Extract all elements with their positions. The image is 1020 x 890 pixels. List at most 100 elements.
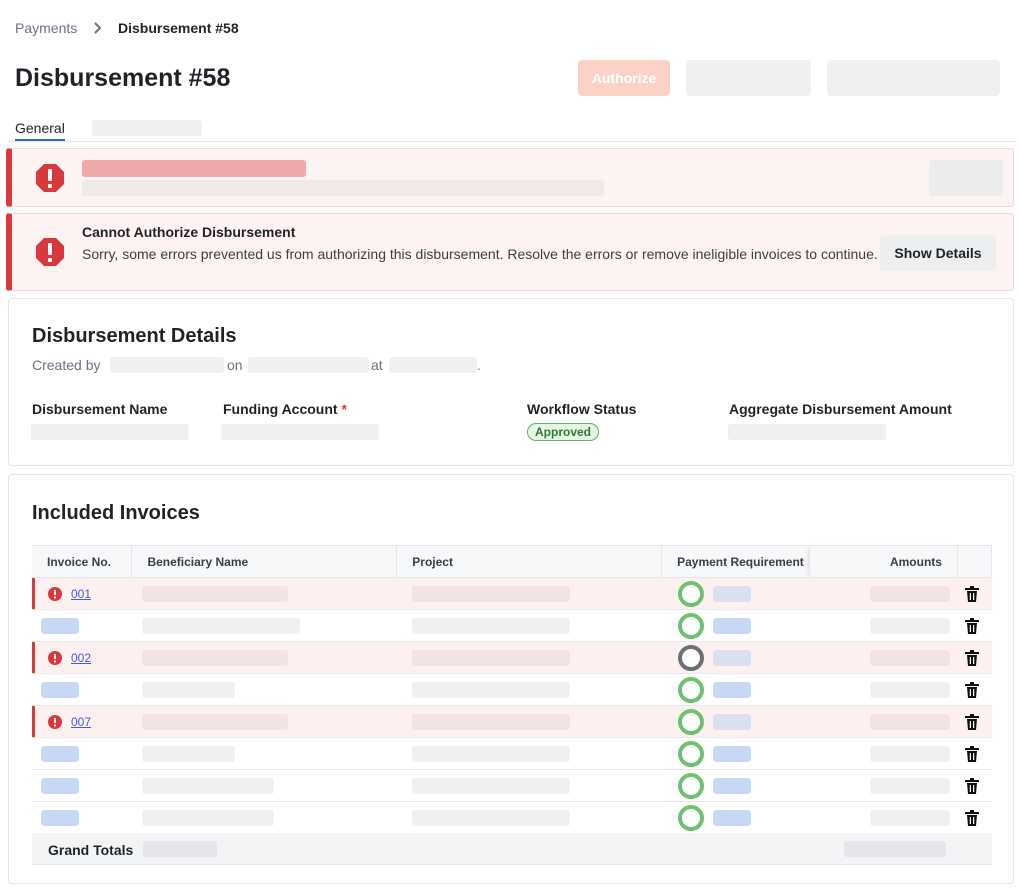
payment-requirement-cell: [661, 641, 810, 674]
invoice-number-placeholder[interactable]: [41, 778, 79, 794]
amount-placeholder: [869, 586, 950, 602]
trash-icon[interactable]: [965, 714, 980, 730]
beneficiary-cell: [131, 769, 397, 802]
trash-icon[interactable]: [965, 810, 980, 826]
trash-icon[interactable]: [965, 746, 980, 762]
amount-cell: [809, 673, 958, 706]
amount-placeholder: [869, 650, 950, 666]
requirement-placeholder[interactable]: [712, 618, 751, 634]
circle-alert-icon[interactable]: [48, 651, 62, 665]
status-ring-icon[interactable]: [677, 645, 704, 671]
invoice-link[interactable]: 002: [71, 651, 92, 665]
invoice-number-placeholder[interactable]: [41, 810, 79, 826]
invoices-table-body: 001 002 007: [32, 577, 992, 834]
table-row[interactable]: [32, 769, 992, 802]
requirement-placeholder[interactable]: [712, 586, 751, 602]
project-placeholder: [411, 714, 570, 730]
actions-cell: [957, 769, 992, 802]
invoice-number-placeholder[interactable]: [41, 682, 79, 698]
created-by-label: Created by: [32, 357, 101, 373]
requirement-placeholder[interactable]: [712, 778, 751, 794]
disbursement-details-card: Disbursement Details Created by on at . …: [8, 298, 1014, 466]
payment-requirement-cell: [661, 737, 810, 770]
required-mark: *: [341, 401, 347, 417]
circle-alert-icon[interactable]: [48, 715, 62, 729]
alert-action-placeholder[interactable]: [929, 160, 1003, 196]
column-header-beneficiary[interactable]: Beneficiary Name: [131, 545, 398, 578]
column-header-actions: [957, 545, 993, 578]
trash-icon[interactable]: [965, 650, 980, 666]
authorize-button[interactable]: Authorize: [578, 60, 670, 96]
beneficiary-placeholder: [141, 682, 235, 698]
table-row[interactable]: [32, 801, 992, 834]
amount-cell: [809, 641, 958, 674]
payment-requirement-cell: [661, 577, 810, 610]
amount-cell: [809, 577, 958, 610]
beneficiary-placeholder: [141, 778, 274, 794]
header-action-placeholder[interactable]: [827, 60, 1000, 96]
table-row[interactable]: 002: [32, 641, 992, 674]
project-cell: [396, 577, 662, 610]
invoice-link[interactable]: 007: [71, 715, 92, 729]
amount-placeholder: [869, 746, 950, 762]
project-placeholder: [411, 778, 570, 794]
header-action-placeholder[interactable]: [686, 60, 811, 96]
table-row[interactable]: [32, 737, 992, 770]
column-header-payment-requirement[interactable]: Payment Requirement: [661, 545, 811, 578]
table-row[interactable]: 001: [32, 577, 992, 610]
beneficiary-cell: [131, 673, 397, 706]
alert-title-placeholder: [82, 160, 306, 177]
circle-alert-icon[interactable]: [48, 587, 62, 601]
invoice-link[interactable]: 001: [71, 587, 92, 601]
status-ring-icon[interactable]: [677, 613, 704, 639]
status-ring-icon[interactable]: [677, 709, 704, 735]
column-header-project[interactable]: Project: [396, 545, 663, 578]
amount-cell: [809, 705, 958, 738]
requirement-placeholder[interactable]: [712, 714, 751, 730]
project-placeholder: [411, 586, 570, 602]
invoice-no-cell: [32, 769, 132, 802]
payment-requirement-cell: [661, 673, 810, 706]
requirement-placeholder[interactable]: [712, 650, 751, 666]
table-row[interactable]: [32, 609, 992, 642]
status-ring-icon[interactable]: [677, 581, 704, 607]
requirement-placeholder[interactable]: [712, 682, 751, 698]
status-ring-icon[interactable]: [677, 805, 704, 831]
invoice-no-cell: 001: [32, 577, 132, 610]
column-header-invoice-no[interactable]: Invoice No.: [32, 545, 133, 578]
trash-icon[interactable]: [965, 618, 980, 634]
status-ring-icon[interactable]: [677, 741, 704, 767]
status-ring-icon[interactable]: [677, 773, 704, 799]
invoice-number-placeholder[interactable]: [41, 746, 79, 762]
page-title: Disbursement #58: [15, 64, 231, 92]
grand-totals-label: Grand Totals: [48, 842, 134, 858]
tab-general[interactable]: General: [15, 120, 65, 141]
column-header-amounts[interactable]: Amounts: [809, 545, 958, 578]
trash-icon[interactable]: [965, 682, 980, 698]
card-title: Included Invoices: [32, 502, 200, 524]
breadcrumb-payments-link[interactable]: Payments: [15, 20, 78, 36]
invoice-number-placeholder[interactable]: [41, 618, 79, 634]
requirement-placeholder[interactable]: [712, 810, 751, 826]
project-cell: [396, 641, 662, 674]
project-placeholder: [411, 810, 570, 826]
amount-cell: [809, 769, 958, 802]
project-cell: [396, 801, 662, 834]
breadcrumb-current: Disbursement #58: [118, 20, 239, 36]
alert-message: Sorry, some errors prevented us from aut…: [82, 246, 878, 262]
trash-icon[interactable]: [965, 586, 980, 602]
table-row[interactable]: [32, 673, 992, 706]
requirement-placeholder[interactable]: [712, 746, 751, 762]
funding-account-label: Funding Account *: [223, 401, 347, 417]
tab-placeholder[interactable]: [92, 120, 202, 136]
trash-icon[interactable]: [965, 778, 980, 794]
table-row[interactable]: 007: [32, 705, 992, 738]
workflow-status-label: Workflow Status: [527, 401, 637, 417]
payment-requirement-cell: [661, 769, 810, 802]
beneficiary-cell: [131, 737, 397, 770]
beneficiary-placeholder: [141, 714, 288, 730]
aggregate-amount-value: [728, 424, 886, 440]
status-badge: Approved: [527, 423, 600, 441]
show-details-button[interactable]: Show Details: [880, 235, 996, 271]
status-ring-icon[interactable]: [677, 677, 704, 703]
